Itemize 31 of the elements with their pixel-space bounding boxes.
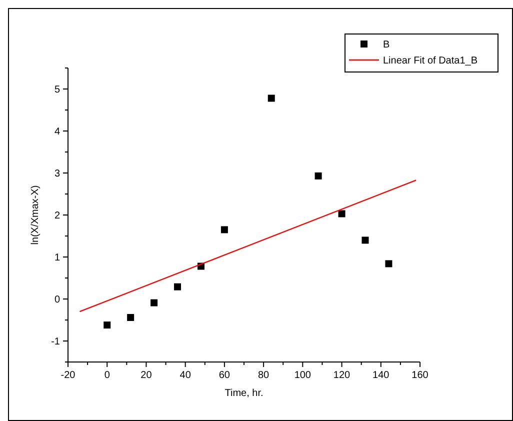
point: [127, 314, 134, 321]
point: [314, 172, 322, 180]
x-axis-title: Time, hr.: [224, 388, 264, 399]
point: [338, 210, 346, 218]
y-axis-title: ln(X/Xmax-X): [30, 185, 41, 245]
x-tick-label: 120: [333, 370, 351, 381]
point: [174, 283, 182, 290]
legend-label: B: [383, 40, 390, 50]
x-tick-label: 0: [104, 370, 110, 381]
point: [150, 299, 158, 306]
point: [362, 236, 369, 244]
x-tick-label: 80: [258, 370, 270, 381]
y-tick-label: 5: [54, 84, 60, 96]
y-tick-label: 0: [54, 294, 60, 306]
x-tick-label: 160: [412, 370, 429, 381]
point: [104, 322, 111, 329]
point: [268, 94, 275, 102]
point: [385, 260, 392, 268]
x-tick-label: -20: [60, 370, 76, 381]
y-tick-label: 1: [54, 252, 60, 264]
y-tick-label: 4: [54, 126, 60, 138]
x-tick-label: 100: [294, 370, 312, 381]
x-tick-label: 60: [218, 370, 230, 381]
x-tick-label: 140: [372, 370, 390, 381]
legend-label: Linear Fit of Data1_B: [383, 56, 478, 66]
y-tick-label: -1: [51, 336, 60, 348]
x-tick-label: 20: [140, 370, 152, 381]
point: [220, 226, 228, 234]
x-tick-label: 40: [180, 370, 192, 381]
y-tick-label: 2: [54, 210, 60, 222]
y-tick-label: 3: [54, 168, 60, 180]
